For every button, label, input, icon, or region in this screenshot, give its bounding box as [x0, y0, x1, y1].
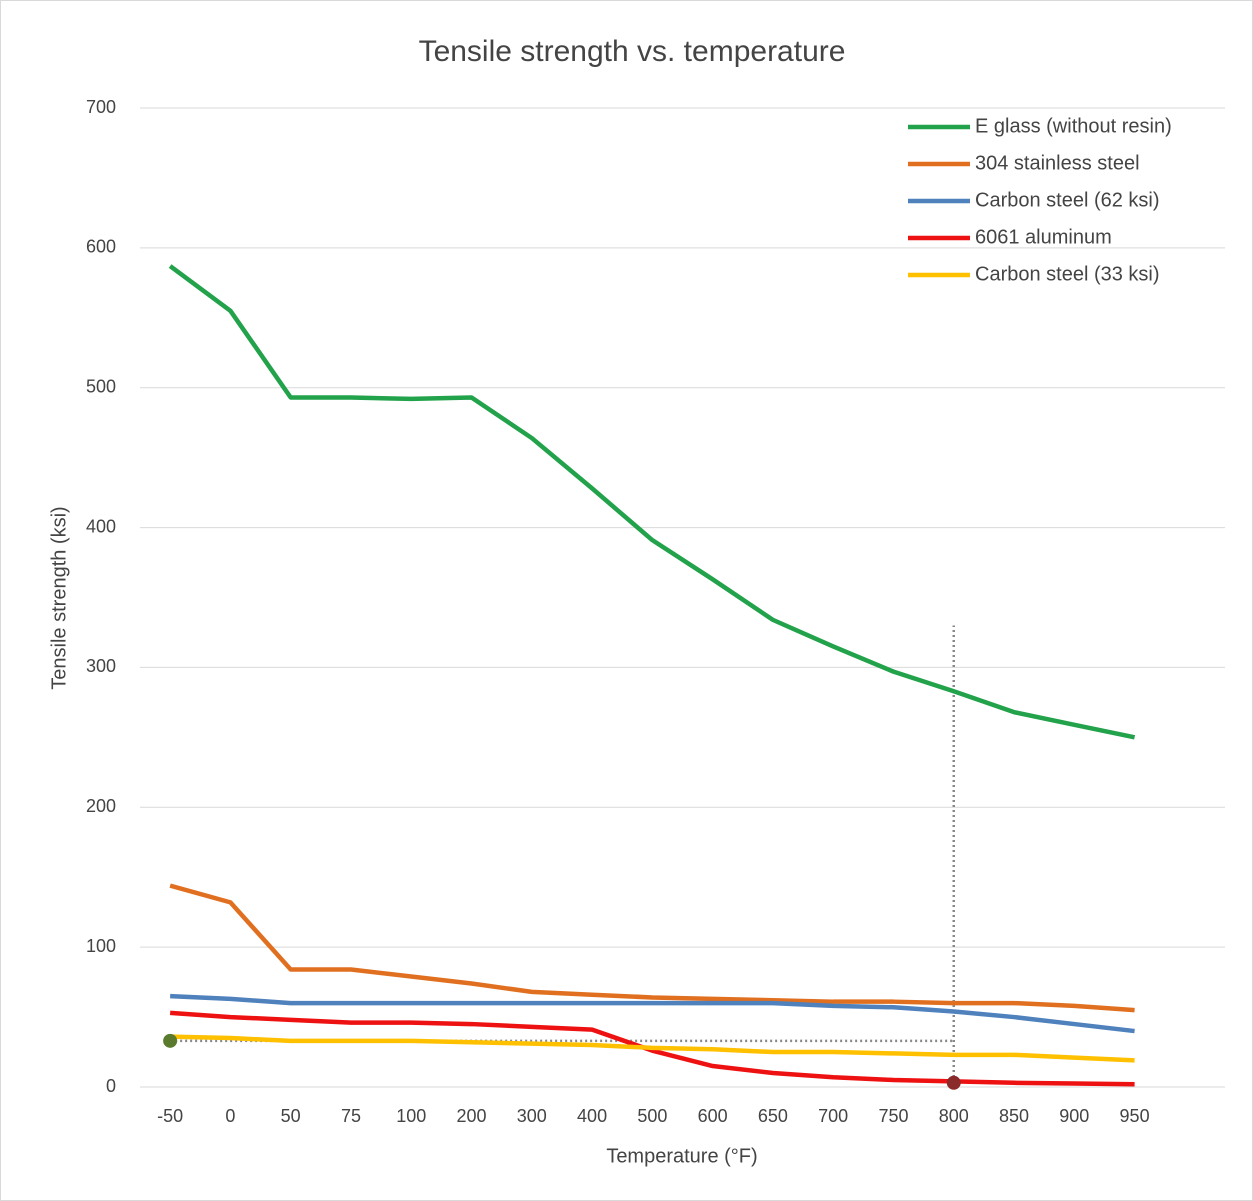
x-tick-label: 600: [698, 1106, 728, 1126]
legend-label: Carbon steel (62 ksi): [975, 189, 1160, 211]
y-tick-label: 600: [86, 237, 116, 257]
y-tick-label: 0: [106, 1076, 116, 1096]
x-tick-label: 650: [758, 1106, 788, 1126]
x-tick-label: 800: [939, 1106, 969, 1126]
x-tick-label: 850: [999, 1106, 1029, 1126]
x-tick-label: 200: [457, 1106, 487, 1126]
x-tick-label: 500: [637, 1106, 667, 1126]
y-tick-label: 300: [86, 656, 116, 676]
series-line: [169, 1010, 1135, 1087]
series-line: [169, 883, 1135, 1013]
y-tick-label: 200: [86, 796, 116, 816]
x-tick-label: 400: [577, 1106, 607, 1126]
y-tick-label: 700: [86, 97, 116, 117]
legend-label: E glass (without resin): [975, 115, 1172, 137]
y-tick-label: 400: [86, 516, 116, 536]
x-tick-label: 700: [818, 1106, 848, 1126]
series-line: [170, 1034, 1135, 1063]
x-tick-label: 900: [1059, 1106, 1089, 1126]
chart-title: Tensile strength vs. temperature: [419, 35, 846, 68]
legend-label: 6061 aluminum: [975, 226, 1112, 248]
x-tick-label: 950: [1120, 1106, 1150, 1126]
y-tick-label: 500: [86, 376, 116, 396]
x-tick-label: 75: [341, 1106, 361, 1126]
highlight-point: [946, 1075, 961, 1090]
legend-label: Carbon steel (33 ksi): [975, 263, 1160, 285]
x-tick-label: 300: [517, 1106, 547, 1126]
x-tick-label: -50: [157, 1106, 183, 1126]
series-line: [168, 264, 1136, 740]
highlight-point: [163, 1033, 178, 1048]
y-axis-label: Tensile strength (ksi): [48, 506, 70, 689]
x-tick-label: 0: [225, 1106, 235, 1126]
x-tick-label: 750: [878, 1106, 908, 1126]
x-axis-label: Temperature (°F): [606, 1145, 757, 1167]
x-tick-label: 100: [396, 1106, 426, 1126]
legend-label: 304 stainless steel: [975, 152, 1140, 174]
x-tick-label: 50: [281, 1106, 301, 1126]
y-tick-label: 100: [86, 936, 116, 956]
series-line: [170, 993, 1135, 1034]
